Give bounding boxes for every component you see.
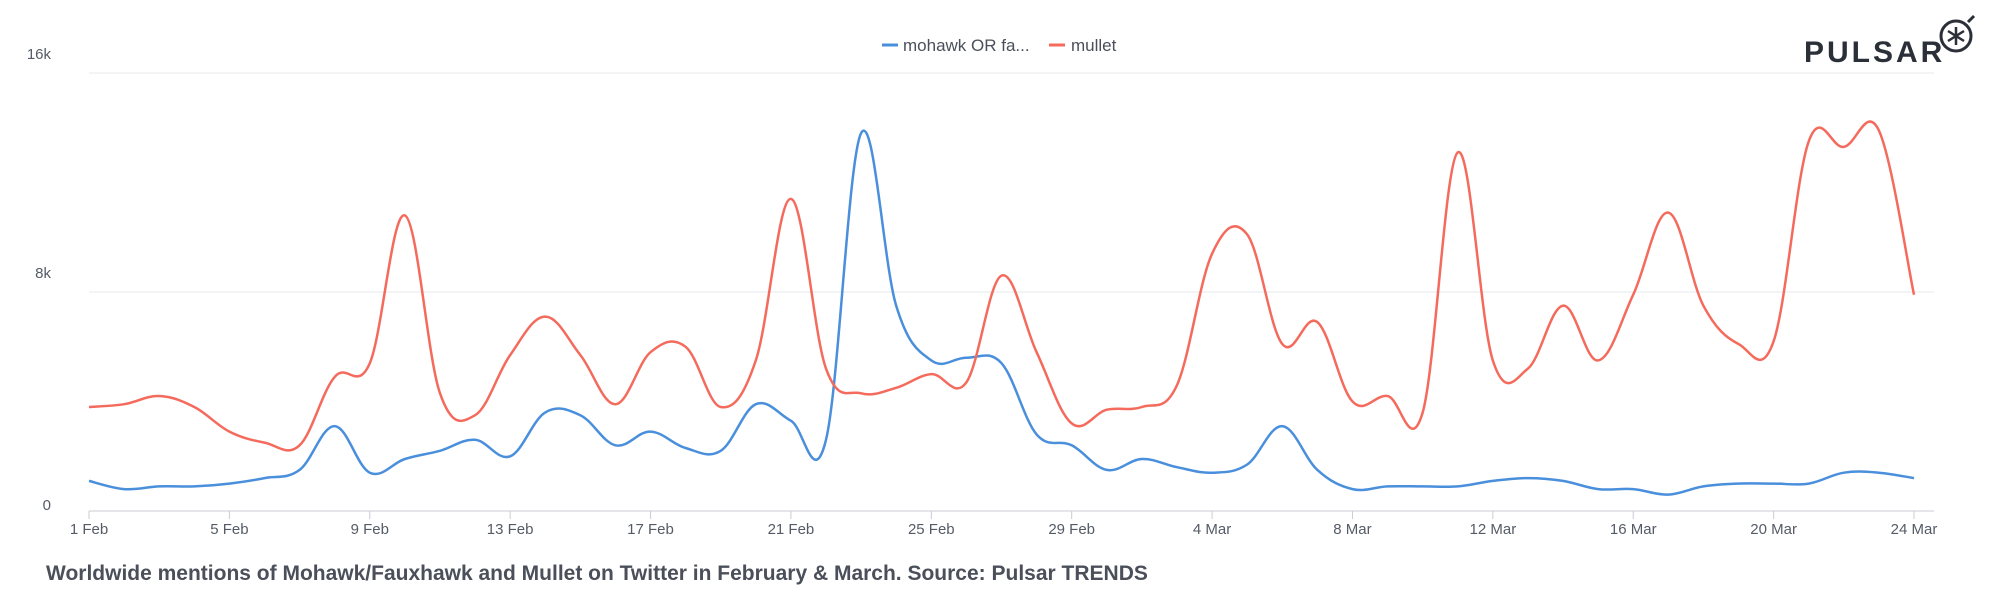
x-tick-label: 8 Mar (1333, 521, 1371, 538)
grid-lines (89, 72, 1934, 512)
legend-item-mohawk[interactable]: mohawk OR fa... (882, 36, 1030, 55)
series-line-mullet[interactable] (88, 120, 1916, 452)
x-tick-label: 9 Feb (351, 521, 389, 538)
y-tick-label: 8k (35, 265, 51, 282)
series-lines (88, 120, 1916, 496)
y-tick-label: 0 (43, 497, 51, 514)
x-tick-label: 29 Feb (1048, 521, 1095, 538)
legend-label-mohawk: mohawk OR fa... (903, 36, 1030, 55)
x-tick-label: 21 Feb (768, 521, 815, 538)
x-tick-label: 1 Feb (70, 521, 108, 538)
series-line-mohawk[interactable] (88, 129, 1915, 496)
x-axis: 1 Feb 5 Feb 9 Feb 13 Feb 17 Feb 21 Feb 25 Feb 2… (70, 511, 1938, 538)
x-tick-label: 16 Mar (1610, 521, 1657, 538)
x-tick-label: 17 Feb (627, 521, 674, 538)
y-axis: 0 8k 16k (27, 46, 52, 514)
x-tick-label: 4 Mar (1193, 521, 1231, 538)
legend-item-mullet[interactable]: mullet (1049, 36, 1117, 55)
legend-label-mullet: mullet (1071, 36, 1117, 55)
asterisk-logo-icon (1939, 14, 1976, 53)
chart-caption: Worldwide mentions of Mohawk/Fauxhawk an… (46, 562, 1148, 585)
x-tick-label: 20 Mar (1750, 521, 1797, 538)
pulsar-logo: PULSAR (1804, 14, 1976, 69)
legend: mohawk OR fa... mullet (882, 36, 1117, 55)
y-tick-label: 16k (27, 46, 52, 63)
x-tick-label: 13 Feb (487, 521, 534, 538)
logo-text: PULSAR (1804, 36, 1945, 69)
x-tick-label: 25 Feb (908, 521, 955, 538)
x-tick-label: 12 Mar (1470, 521, 1517, 538)
x-tick-label: 24 Mar (1891, 521, 1938, 538)
x-tick-label: 5 Feb (210, 521, 248, 538)
